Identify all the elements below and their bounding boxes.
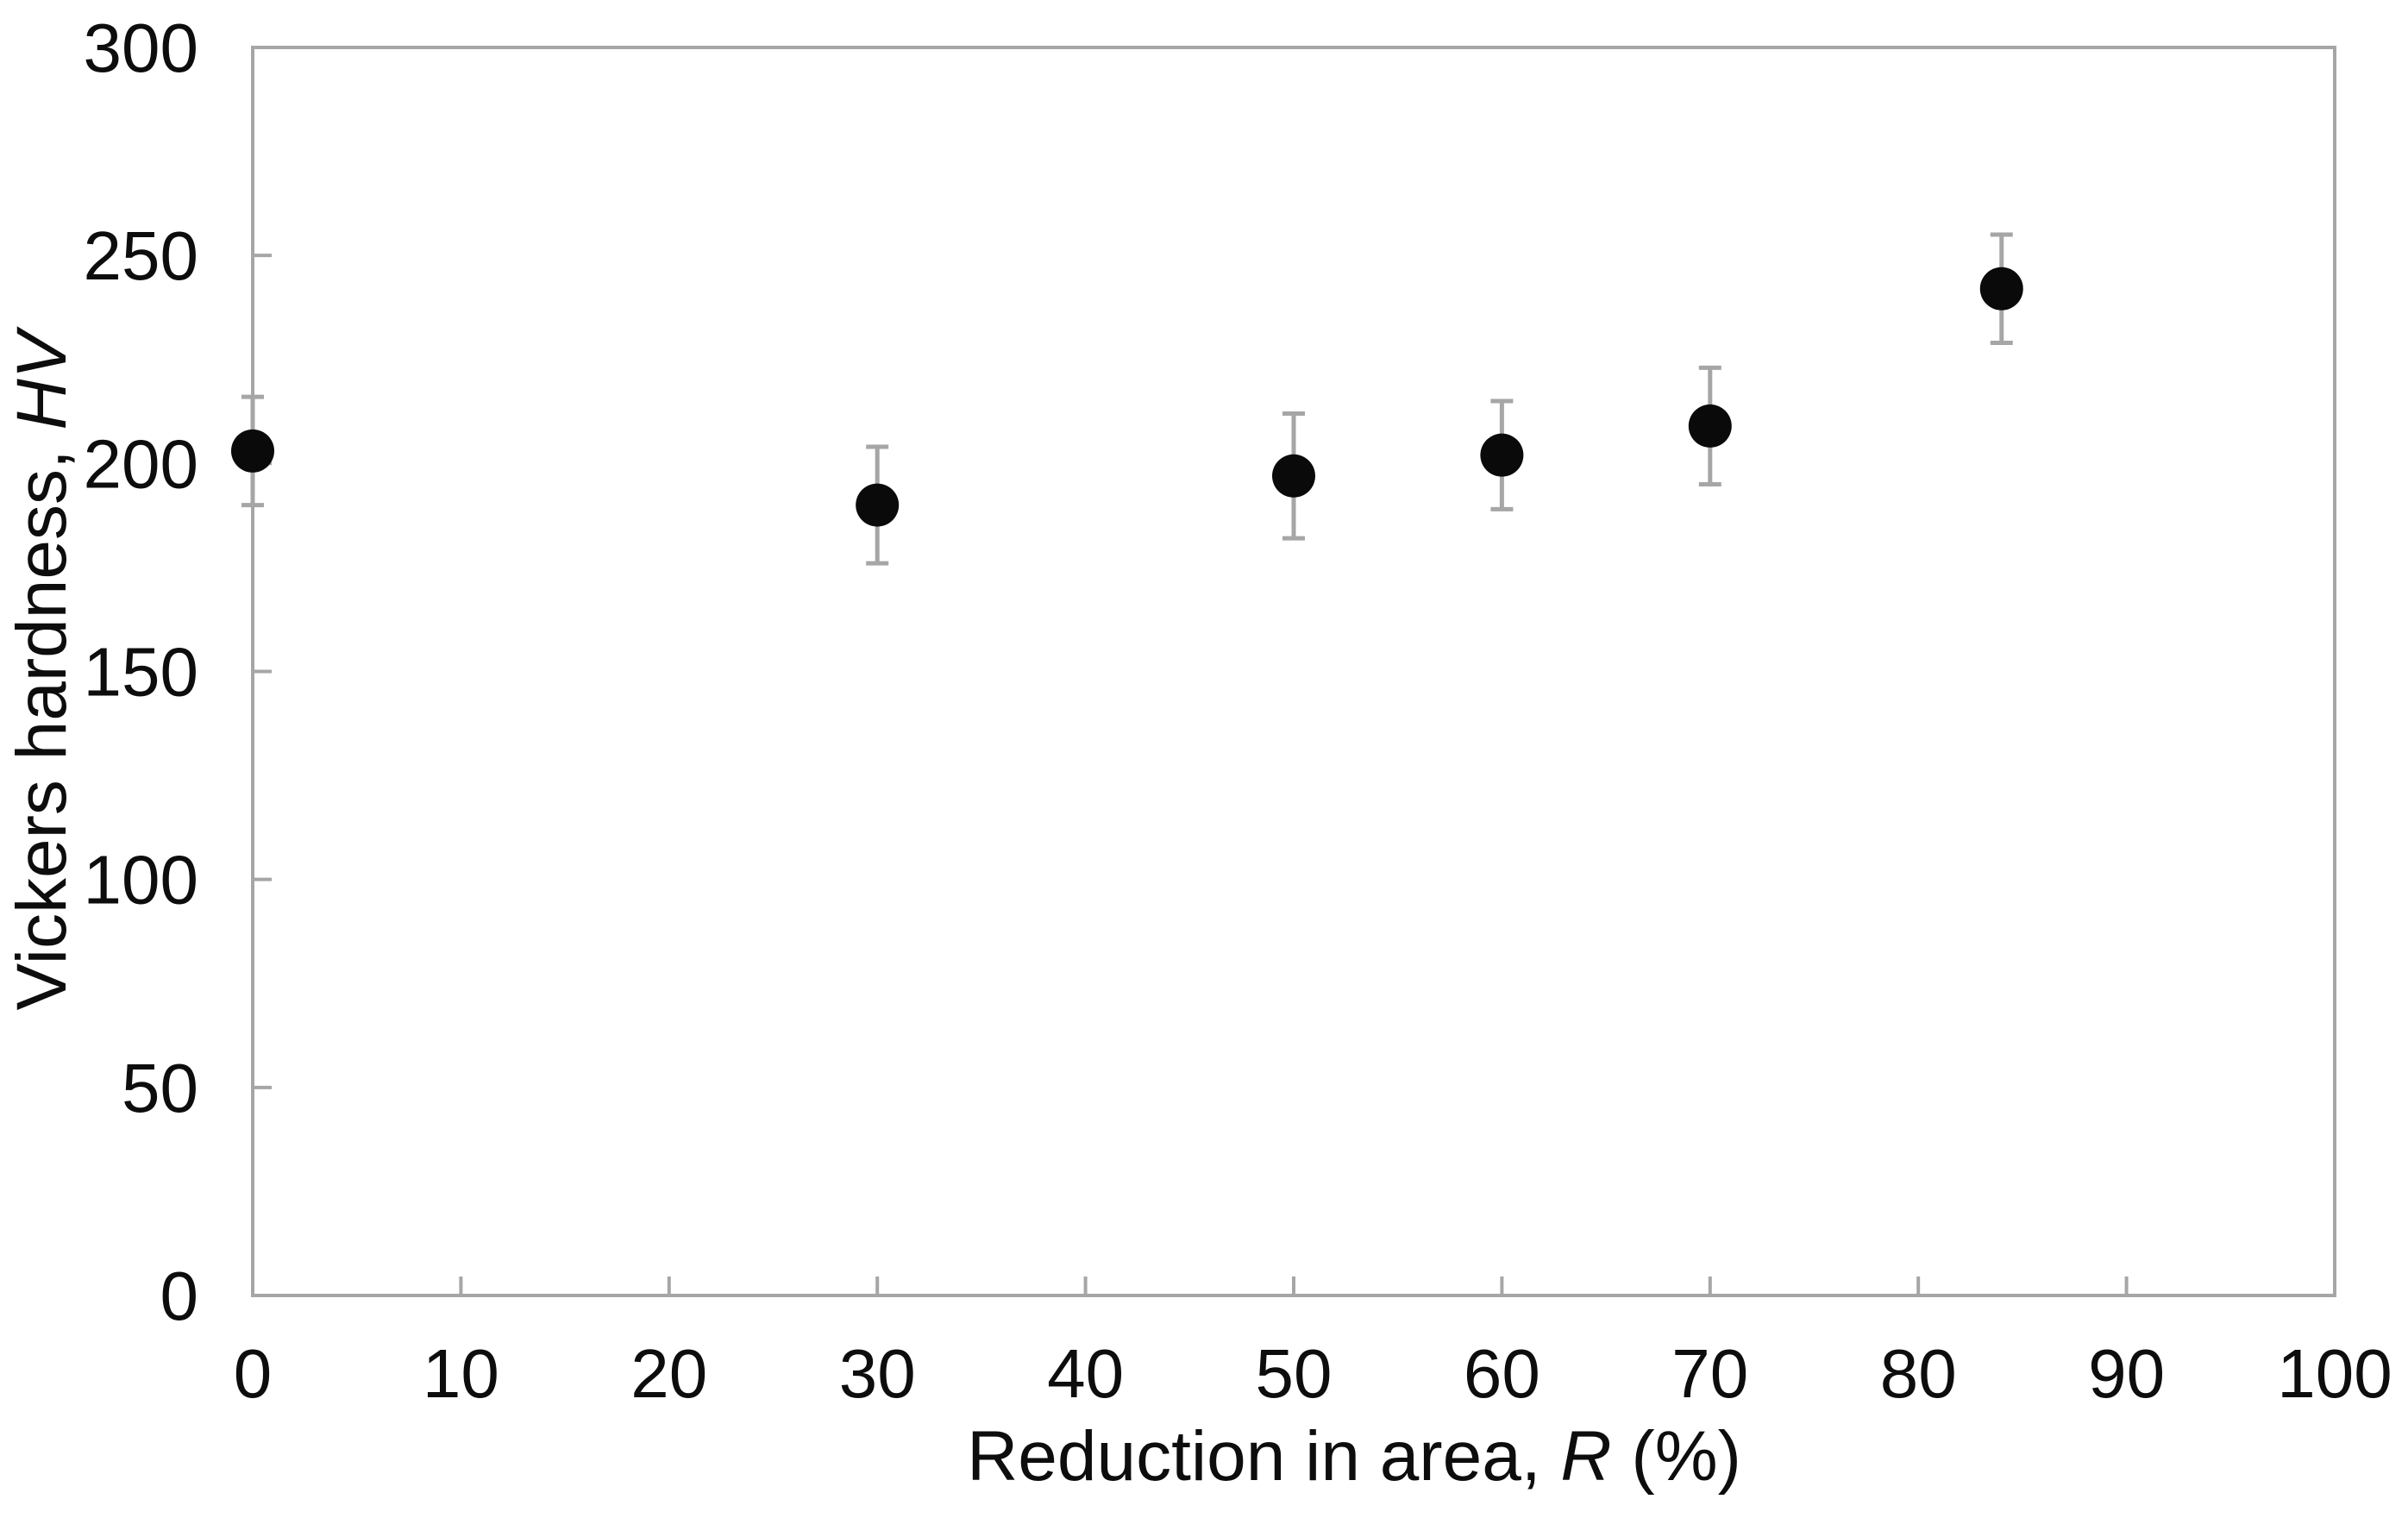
x-tick-label: 100 [2277,1335,2392,1412]
x-axis-ticks [251,1276,2336,1295]
y-axis-title: Vickers hardness, HV [3,325,81,1010]
y-tick-label: 100 [84,842,198,919]
data-point-markers [231,267,2023,527]
x-tick-label: 50 [1256,1335,1333,1412]
x-axis-tick-labels: 0 10 20 30 40 50 60 70 80 90 100 [234,1335,2392,1412]
x-tick-label: 80 [1880,1335,1957,1412]
x-tick-label: 60 [1464,1335,1540,1412]
x-axis-title-text: Reduction in area, [967,1417,1560,1496]
data-point-marker [231,429,274,473]
x-tick-label: 20 [630,1335,707,1412]
data-point-marker [1688,404,1732,448]
y-tick-label: 250 [84,217,198,294]
data-point-marker [1480,433,1524,477]
x-axis-title-unit: (%) [1612,1417,1741,1496]
y-tick-label: 300 [84,9,198,86]
x-tick-label: 0 [234,1335,273,1412]
x-axis-title: Reduction in area, R (%) [967,1417,1741,1496]
data-point-marker [856,483,900,527]
data-point-marker [1979,267,2023,310]
x-tick-label: 30 [839,1335,916,1412]
data-point-marker [1272,454,1315,498]
x-tick-label: 40 [1047,1335,1124,1412]
y-tick-label: 50 [122,1050,198,1126]
y-tick-label: 0 [160,1258,199,1334]
x-axis-title-variable: R [1560,1417,1611,1496]
y-axis-title-variable: HV [3,325,81,430]
y-axis-ticks [253,46,272,1297]
error-bars [241,232,2013,566]
x-tick-label: 10 [423,1335,499,1412]
x-tick-label: 90 [2088,1335,2165,1412]
x-tick-label: 70 [1671,1335,1748,1412]
y-axis-tick-labels: 0 50 100 150 200 250 300 [84,9,198,1334]
plot-border [251,46,2336,1297]
y-axis-title-text: Vickers hardness, [3,430,81,1010]
y-tick-label: 150 [84,634,198,711]
y-tick-label: 200 [84,425,198,502]
